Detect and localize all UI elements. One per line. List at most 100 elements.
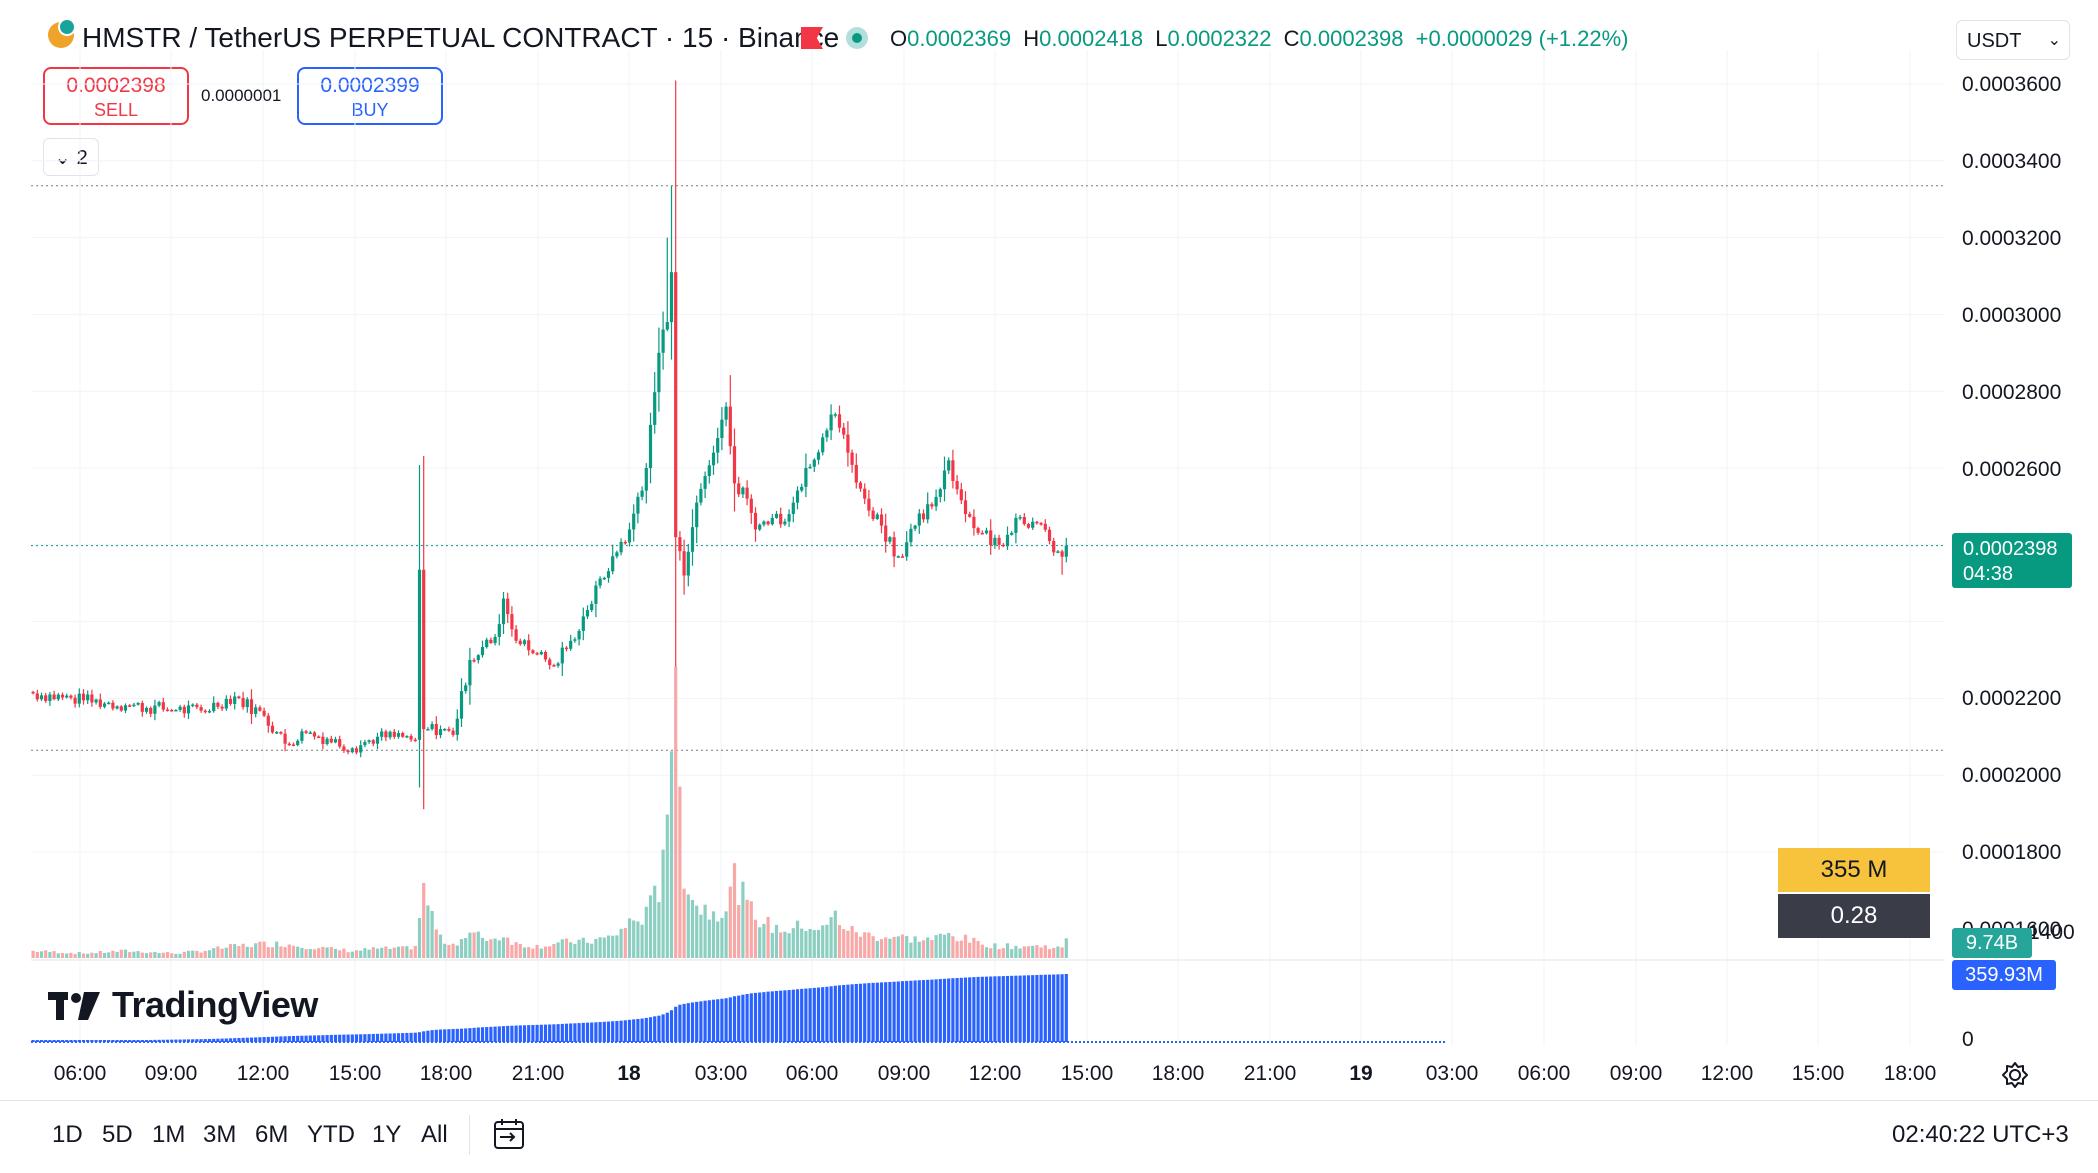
range-6m-button[interactable]: 6M	[255, 1121, 289, 1148]
volume-bar	[1014, 945, 1018, 958]
price-axis-label: 0.0002600	[1962, 458, 2061, 481]
candle-body	[871, 510, 875, 519]
volume-bar	[388, 948, 392, 958]
cumulative-volume-bar	[434, 1029, 438, 1042]
volume-bar	[539, 948, 543, 958]
candle-body	[758, 524, 762, 530]
candle-body	[1039, 523, 1043, 525]
time-axis-label: 12:00	[1701, 1062, 1754, 1085]
cumulative-volume-bar	[619, 1020, 623, 1042]
candle-body	[233, 696, 237, 704]
cumulative-volume-bar	[829, 986, 833, 1042]
price-axis-label: 0.0003000	[1962, 304, 2061, 327]
time-axis-label: 09:00	[145, 1062, 198, 1085]
candle-body	[510, 614, 514, 630]
indicators-toggle-button[interactable]: ⌄ 2	[43, 138, 99, 176]
volume-bar	[531, 948, 535, 958]
range-3m-button[interactable]: 3M	[203, 1121, 237, 1148]
price-chart[interactable]: 0.0003600 0.0003400 0.0003200 0.0003000 0.00…	[0, 0, 2098, 1100]
clock-timezone[interactable]: 02:40:22 UTC+3	[1892, 1121, 2069, 1148]
price-axis-label: 0.0002000	[1962, 764, 2061, 787]
candle-body	[254, 707, 258, 714]
cumulative-volume-bar	[615, 1020, 619, 1042]
cumulative-volume-bar	[644, 1017, 648, 1042]
cumulative-volume-bar	[212, 1038, 216, 1042]
cumulative-volume-bar	[216, 1038, 220, 1042]
cumulative-volume-bar	[833, 985, 837, 1042]
cumulative-volume-bar	[476, 1027, 480, 1042]
range-5d-button[interactable]: 5D	[102, 1121, 133, 1148]
candle-body	[665, 322, 669, 330]
cumulative-volume-bar	[228, 1038, 233, 1042]
volume-bar	[703, 904, 707, 958]
candle-body	[884, 525, 888, 542]
cumulative-volume-bar	[770, 991, 774, 1042]
volume-bar	[829, 917, 833, 958]
volume-bar	[283, 947, 287, 958]
volume-bar	[69, 952, 73, 958]
price-axis-label: 0.0003400	[1962, 150, 2061, 173]
candle-body	[346, 750, 350, 753]
sell-button[interactable]: 0.0002398 SELL	[43, 67, 189, 125]
volume-bar	[342, 948, 346, 958]
range-1d-button[interactable]: 1D	[52, 1121, 83, 1148]
calendar-goto-icon[interactable]	[492, 1117, 528, 1151]
cumulative-volume-bar	[283, 1036, 287, 1042]
candle-body	[787, 514, 791, 522]
cumulative-volume-bar	[766, 991, 770, 1042]
candle-body	[31, 691, 35, 694]
flag-icon[interactable]	[801, 27, 823, 49]
volume-bar	[564, 938, 569, 958]
candle-body	[359, 745, 363, 753]
cumulative-volume-bar	[1022, 975, 1026, 1042]
volume-bar	[657, 902, 661, 958]
volume-bar	[501, 937, 506, 958]
candle-body	[1018, 516, 1022, 519]
volume-bar	[594, 938, 598, 958]
candle-body	[1056, 551, 1060, 553]
range-1y-button[interactable]: 1Y	[372, 1121, 402, 1148]
volume-bar	[186, 950, 191, 958]
cumulative-volume-bar	[485, 1027, 489, 1042]
ohlc-legend: O0.0002369 H0.0002418 L0.0002322 C0.0002…	[890, 26, 1629, 51]
cumulative-volume-bar	[594, 1022, 598, 1042]
cumulative-volume-bar	[732, 996, 737, 1042]
candle-body	[1026, 524, 1031, 528]
range-all-button[interactable]: All	[421, 1121, 448, 1148]
cumulative-volume-bar	[787, 990, 791, 1042]
range-1m-button[interactable]: 1M	[152, 1121, 186, 1148]
candle-body	[598, 578, 602, 586]
buy-button[interactable]: 0.0002399 BUY	[297, 67, 443, 125]
candle-body	[174, 709, 178, 712]
volume-bar	[1052, 947, 1056, 958]
candle-body	[52, 694, 56, 700]
market-status-icon[interactable]	[846, 27, 868, 49]
range-ytd-button[interactable]: YTD	[307, 1121, 355, 1148]
symbol-title[interactable]: HMSTR / TetherUS PERPETUAL CONTRACT · 15…	[82, 22, 840, 53]
cumulative-volume-bar	[31, 1040, 35, 1042]
settings-gear-icon[interactable]	[2000, 1060, 2030, 1090]
candle-body	[913, 525, 917, 529]
volume-bar	[1060, 947, 1064, 958]
candle-body	[287, 743, 291, 746]
volume-bar	[228, 944, 233, 958]
volume-bar	[60, 953, 65, 958]
volume-bar	[636, 921, 640, 958]
cumulative-volume-bar	[413, 1032, 417, 1042]
time-axis-label: 06:00	[54, 1062, 107, 1085]
volume-bar	[535, 944, 539, 958]
cumulative-volume-bar	[384, 1033, 388, 1042]
candle-body	[186, 705, 191, 714]
candle-body	[825, 430, 829, 438]
cumulative-volume-bar	[707, 1000, 711, 1042]
currency-select[interactable]: USDT ⌄	[1956, 20, 2070, 60]
volume-bar	[144, 953, 149, 958]
cumulative-volume-bar	[854, 983, 858, 1042]
cumulative-volume-bar	[170, 1039, 174, 1042]
cumulative-volume-bar	[333, 1034, 338, 1042]
candle-body	[833, 414, 837, 416]
volume-bar	[476, 931, 480, 958]
cumulative-volume-bar	[686, 1003, 690, 1042]
high-value: 0.0002418	[1039, 26, 1144, 51]
candle-body	[1064, 545, 1068, 557]
